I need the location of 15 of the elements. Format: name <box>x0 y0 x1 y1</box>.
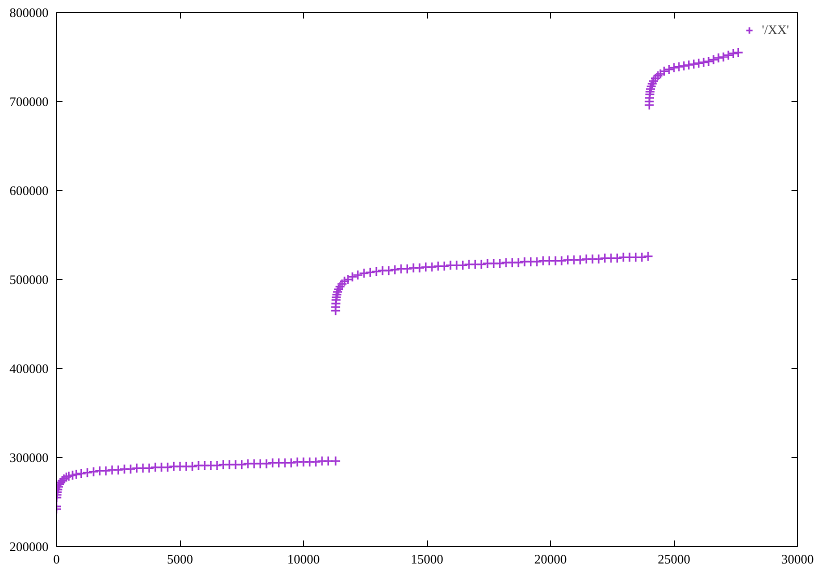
y-tick-label: 600000 <box>10 183 48 198</box>
x-tick-label: 20000 <box>534 552 567 566</box>
legend-label: '/XX' <box>762 22 789 38</box>
x-tick-label: 15000 <box>410 552 444 566</box>
y-tick-label: 200000 <box>10 539 48 554</box>
y-tick-label: 700000 <box>10 94 48 109</box>
y-tick-label: 500000 <box>10 272 48 287</box>
x-tick-label: 5000 <box>167 552 193 566</box>
y-tick-label: 800000 <box>10 5 48 20</box>
x-tick-label: 25000 <box>658 552 690 566</box>
y-tick-label: 400000 <box>10 361 48 376</box>
x-tick-label: 30000 <box>781 552 814 566</box>
x-tick-label: 10000 <box>287 552 320 566</box>
y-tick-label: 300000 <box>10 450 48 465</box>
x-tick-label: 0 <box>53 552 60 566</box>
